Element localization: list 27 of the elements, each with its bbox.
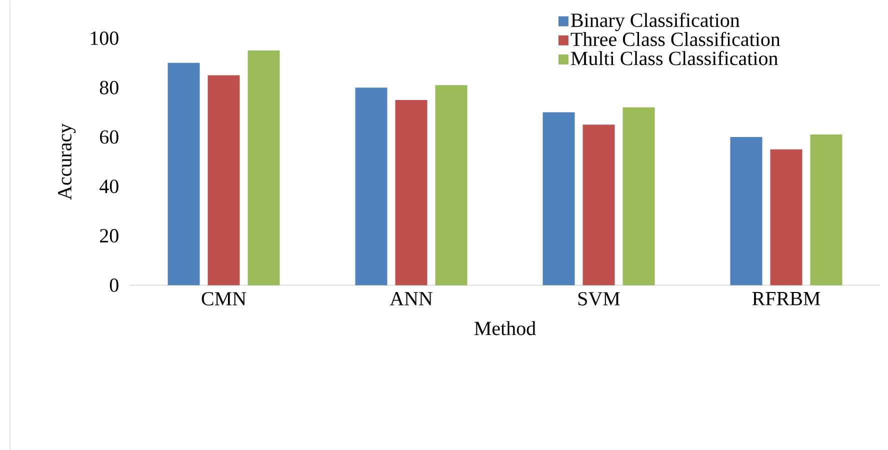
bar — [730, 136, 762, 286]
bar — [395, 100, 428, 286]
bar — [208, 75, 240, 286]
bar — [248, 50, 280, 286]
x-tick-label: RFRBM — [752, 292, 820, 306]
bar — [622, 107, 655, 286]
bar — [582, 124, 615, 286]
bar — [770, 149, 802, 286]
y-axis-title: Accuracy — [58, 123, 76, 200]
y-tick-label: 60 — [100, 130, 118, 144]
x-tick-label: ANN — [390, 292, 432, 306]
bar — [355, 87, 388, 286]
y-tick-label: 80 — [100, 80, 118, 94]
x-tick-label: CMN — [202, 292, 246, 306]
y-tick-label: 100 — [90, 31, 118, 45]
legend-label: Binary Classification — [571, 12, 740, 31]
y-tick-label: 20 — [100, 228, 118, 242]
y-tick-label: 0 — [110, 278, 118, 292]
y-tick-label: 40 — [100, 179, 118, 193]
x-axis-title: Method — [474, 320, 536, 336]
bar — [810, 134, 842, 286]
legend-label: Multi Class Classification — [571, 50, 778, 66]
x-tick-label: SVM — [578, 292, 620, 306]
bar — [542, 112, 575, 286]
bar — [435, 84, 468, 286]
bar — [168, 62, 200, 286]
legend-label: Three Class Classification — [570, 32, 780, 46]
